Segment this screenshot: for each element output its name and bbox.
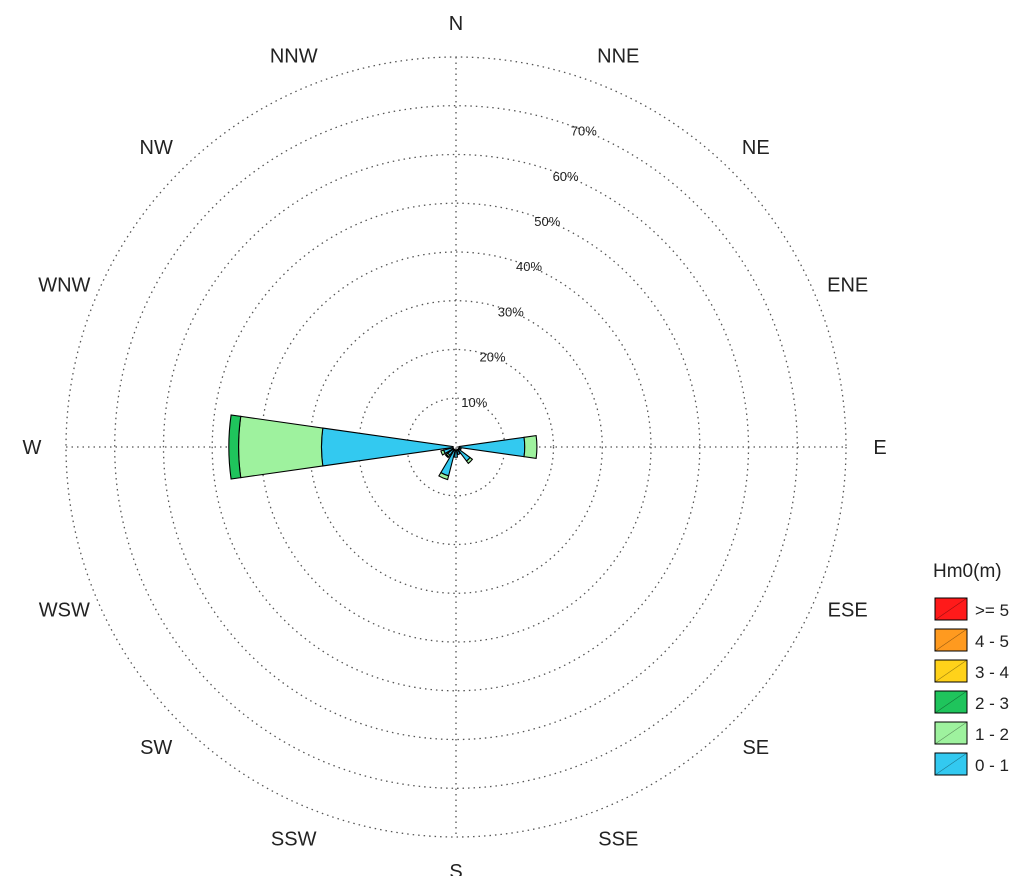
direction-labels: N NNE NE ENE E ESE SE SSE S SSW SW WSW W WNW NW NNW: [23, 13, 887, 876]
direction-label-sse: SSE: [598, 829, 638, 851]
grid-ring: [114, 105, 798, 789]
direction-label-nnw: NNW: [270, 45, 318, 67]
legend-swatch: [934, 659, 968, 683]
radial-tick-label: 10%: [461, 395, 487, 410]
legend-swatch-diagonal: [934, 752, 968, 776]
legend-swatch: [934, 690, 968, 714]
petal-s-0-1: [453, 449, 459, 458]
legend-label: >= 5: [975, 601, 1009, 620]
legend-label: 3 - 4: [975, 663, 1009, 682]
polar-grid: [65, 56, 847, 838]
legend-title: Hm0(m): [933, 561, 1002, 582]
petal-sse-0-1: [456, 448, 461, 456]
legend-swatch-diagonal: [934, 659, 968, 683]
legend-label: 0 - 1: [975, 756, 1009, 775]
radial-tick-label: 40%: [516, 259, 542, 274]
direction-label-wnw: WNW: [38, 275, 90, 297]
petal-e-1-2: [523, 434, 538, 460]
legend: Hm0(m) >= 5 4 - 5 3 - 4 2 - 3 1 - 2 0 - 1: [933, 561, 1009, 776]
petal-e-0-1: [458, 436, 526, 458]
radial-tick-label: 20%: [479, 350, 505, 365]
radial-tick-labels: 10% 20% 30% 40% 50% 60% 70%: [461, 124, 597, 410]
direction-label-ne: NE: [742, 137, 770, 159]
legend-swatch: [934, 752, 968, 776]
grid-ring: [309, 300, 603, 594]
petal-w-1-2: [238, 415, 324, 479]
radial-tick-label: 70%: [571, 124, 597, 139]
legend-swatch: [934, 628, 968, 652]
petal-w-2-3: [228, 414, 242, 480]
direction-label-nw: NW: [140, 137, 173, 159]
legend-swatch: [934, 721, 968, 745]
legend-swatch-diagonal: [934, 721, 968, 745]
direction-label-se: SE: [742, 737, 769, 759]
petal-w-0-1: [320, 427, 454, 467]
radial-tick-label: 30%: [498, 304, 524, 319]
direction-label-s: S: [449, 861, 462, 876]
direction-label-ene: ENE: [827, 275, 868, 297]
petal-sw-2-3: [444, 453, 450, 459]
direction-label-wsw: WSW: [39, 599, 90, 621]
direction-label-ese: ESE: [828, 599, 868, 621]
direction-label-w: W: [23, 437, 42, 459]
direction-label-ssw: SSW: [271, 829, 317, 851]
direction-label-nne: NNE: [597, 45, 639, 67]
legend-label: 2 - 3: [975, 694, 1009, 713]
petal-wsw-1-2: [440, 449, 446, 456]
radial-tick-label: 60%: [553, 169, 579, 184]
grid-ring: [260, 251, 652, 643]
direction-label-n: N: [449, 13, 463, 35]
petal-ssw-1-2: [438, 471, 450, 481]
grid-ring: [357, 348, 555, 546]
direction-label-e: E: [873, 437, 886, 459]
petal-ese-0-1: [457, 447, 462, 451]
direction-label-sw: SW: [140, 737, 172, 759]
legend-label: 4 - 5: [975, 632, 1009, 651]
legend-swatch-diagonal: [934, 628, 968, 652]
radial-tick-label: 50%: [534, 214, 560, 229]
petal-se-1-2: [465, 456, 474, 465]
legend-swatch-diagonal: [934, 597, 968, 621]
rose-petals: [228, 414, 538, 481]
legend-label: 1 - 2: [975, 725, 1009, 744]
legend-swatch-diagonal: [934, 690, 968, 714]
legend-swatch: [934, 597, 968, 621]
